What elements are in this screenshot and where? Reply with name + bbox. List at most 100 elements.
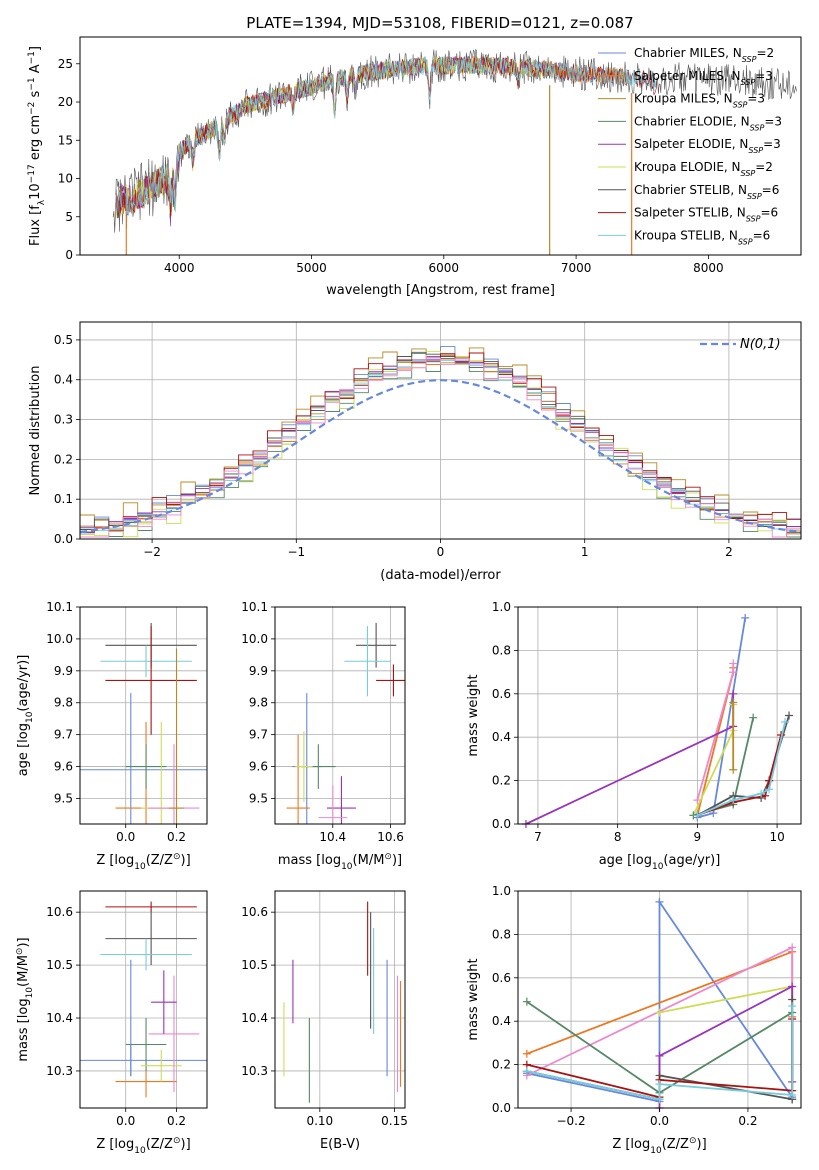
y-tick-label: 0.2 [492, 1058, 511, 1072]
x-axis-label-part: age [log [599, 853, 652, 868]
normal-curve [79, 379, 802, 534]
x-tick-label: 10.4 [319, 830, 346, 844]
x-tick-label: 0.15 [381, 1114, 408, 1128]
weight-marker [729, 668, 738, 677]
y-tick-label: 0.4 [492, 1014, 511, 1028]
y-axis-label-part: 10 [25, 711, 35, 723]
y-tick-label: 5 [65, 210, 73, 224]
weight-marker [655, 1008, 664, 1017]
x-axis-label: wavelength [Angstrom, rest frame] [326, 283, 555, 298]
x-axis-label-part: (Z/Z [146, 1137, 173, 1152]
x-axis-label-part: 10 [134, 1146, 146, 1156]
x-axis-label: Z [log10(Z/Z⊙)] [96, 1136, 190, 1156]
x-axis-label: mass [log10(M/M⊙)] [278, 852, 402, 872]
x-tick-label: −1 [287, 545, 305, 559]
x-tick-label: −2 [143, 545, 161, 559]
y-axis-label-part: −2 [27, 102, 37, 115]
y-tick-label: 0.3 [54, 413, 73, 427]
y-tick-label: 0.4 [54, 373, 73, 387]
y-axis-label: Flux [fλ10−17 erg cm−2 s−1 A−1] [27, 46, 47, 246]
legend-name: Kroupa STELIB, N [634, 228, 738, 242]
legend-sub: SSP [738, 237, 753, 246]
y-tick-label: 10.1 [46, 600, 73, 614]
legend-sub: SSP [750, 123, 765, 132]
legend-name: Chabrier ELODIE, N [634, 114, 750, 128]
y-tick-label: 10.1 [241, 600, 268, 614]
x-tick-label: 0.2 [167, 1114, 186, 1128]
x-axis-label: age [log10(age/yr)] [599, 853, 721, 872]
legend-tail: =6 [753, 228, 771, 242]
y-tick-label: 10 [58, 172, 73, 186]
y-axis-label: mass [log10(M/M⊙)] [15, 937, 35, 1061]
x-axis-label-part: ⊙ [173, 1136, 181, 1146]
chart-residuals: −2 −1 0 1 2 0.0 0.1 0.2 0.3 0.4 0.5 N(0,1) (data-mod… [28, 321, 802, 583]
y-axis-label-part: Flux [f [28, 205, 43, 246]
legend-sub: SSP [742, 55, 757, 64]
y-tick-label: 0.0 [492, 1101, 511, 1115]
legend-name: Kroupa ELODIE, N [634, 160, 741, 174]
x-axis-label: E(B-V) [320, 1137, 360, 1152]
x-axis-label-part: 10 [341, 862, 353, 872]
y-tick-label: 1.0 [492, 884, 511, 898]
y-tick-label: 9.5 [54, 791, 73, 805]
x-axis-label: Z [log10(Z/Z⊙)] [96, 852, 190, 872]
y-axis-label: age [log10(age/yr)] [16, 655, 35, 777]
x-axis-label-part: ⊙ [173, 852, 181, 862]
x-tick-label: 8000 [693, 261, 724, 275]
axes-frame [79, 606, 208, 825]
x-tick-label: 0.2 [738, 1114, 757, 1128]
weight-marker [655, 1051, 664, 1060]
x-axis-label-part: (Z/Z [662, 1137, 689, 1152]
x-axis-label: (data-model)/error [380, 568, 501, 583]
weight-marker [729, 659, 738, 668]
figure-title: PLATE=1394, MJD=53108, FIBERID=0121, z=0… [246, 14, 633, 32]
y-tick-label: 9.9 [54, 664, 73, 678]
x-axis-label-part: )] [181, 1137, 191, 1152]
x-tick-label: 9 [694, 830, 702, 844]
histogram-series-4 [80, 353, 801, 538]
weight-marker [655, 1095, 664, 1104]
weight-marker [729, 698, 738, 707]
weight-marker [785, 711, 794, 720]
x-axis-label-part: (M/M [353, 853, 385, 868]
weight-marker [788, 982, 797, 991]
y-tick-label: 0.1 [54, 492, 73, 506]
y-tick-label: 9.8 [54, 696, 73, 710]
x-tick-label: 0.0 [116, 830, 135, 844]
axes-frame [79, 36, 802, 256]
legend-name: Chabrier STELIB, N [634, 183, 747, 197]
legend-sub: SSP [741, 77, 756, 86]
x-axis-label-part: Z [log [96, 853, 134, 868]
x-tick-label: 6000 [429, 261, 460, 275]
chart-age_vs_Z: 0.0 0.29.59.69.79.89.910.010.1Z [log10(Z/… [16, 600, 208, 872]
legend-name: Salpeter MILES, N [634, 69, 741, 83]
y-tick-label: 0.0 [54, 532, 73, 546]
legend-entry: Chabrier MILES, NSSP=2 [634, 46, 774, 64]
legend-tail: =2 [756, 46, 774, 60]
legend-entry: Chabrier ELODIE, NSSP=3 [634, 114, 782, 131]
legend-entry: Kroupa MILES, NSSP=3 [634, 92, 765, 110]
legend-entry: Salpeter MILES, NSSP=3 [634, 69, 773, 87]
weight-marker [693, 811, 702, 820]
y-tick-label: 10.0 [46, 632, 73, 646]
y-axis-label-part: 10 [28, 183, 43, 200]
legend-tail: =3 [763, 137, 781, 151]
x-tick-label: 0.10 [306, 1114, 333, 1128]
y-tick-label: 0.8 [492, 643, 511, 657]
y-tick-label: 20 [58, 95, 73, 109]
chart-age_vs_mass: 10.4 10.6 9.5 9.6 9.7 9.8 9.9 10.0 10.1 mass [log… [241, 600, 406, 872]
y-axis-label-part: erg cm [28, 115, 43, 164]
x-axis-label-part: (Z/Z [146, 853, 173, 868]
y-tick-label: 15 [58, 133, 73, 147]
legend-name: Chabrier MILES, N [634, 46, 742, 60]
weight-marker [765, 785, 774, 794]
y-tick-label: 25 [58, 57, 73, 71]
y-tick-label: 1.0 [492, 600, 511, 614]
x-axis-label-part: (age/yr)] [663, 853, 720, 868]
y-axis-label: Normed distribution [28, 366, 43, 496]
y-axis-label: mass weight [466, 958, 481, 1040]
x-tick-label: 7000 [561, 261, 592, 275]
histogram-series-10 [80, 357, 801, 538]
x-axis-label-part: 10 [650, 1146, 662, 1156]
y-axis-label-part: (M/M [16, 955, 31, 987]
